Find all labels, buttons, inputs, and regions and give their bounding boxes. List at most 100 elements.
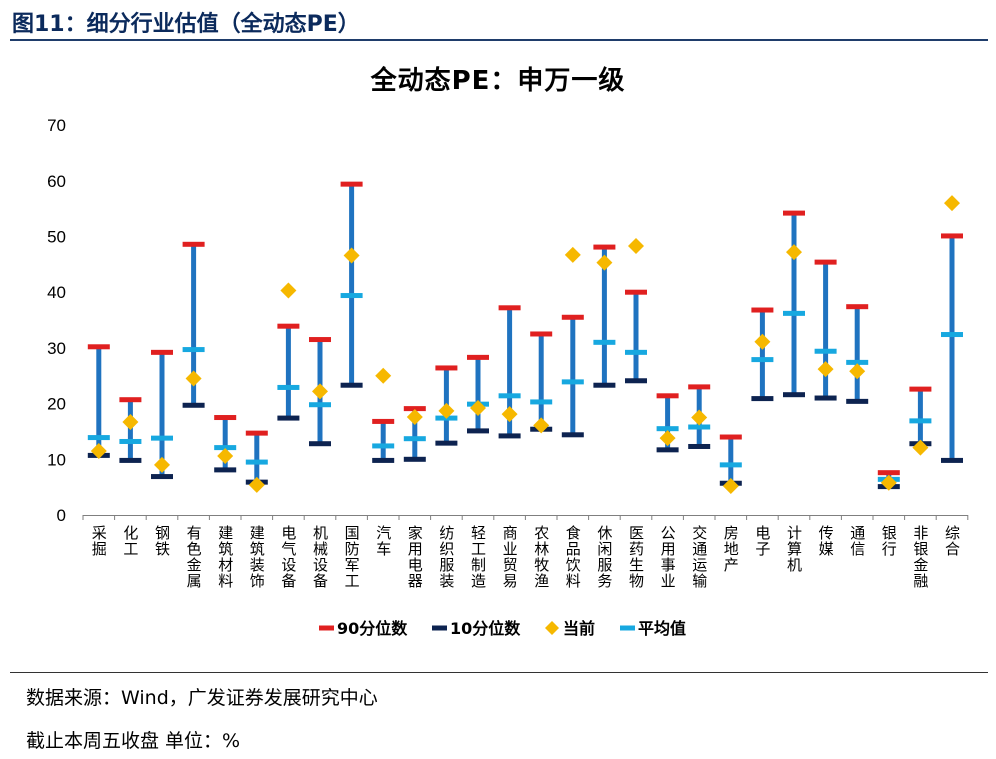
- mean-marker: [530, 399, 553, 405]
- current-marker: [944, 195, 960, 212]
- p10-marker: [340, 382, 363, 388]
- mean-marker: [688, 424, 711, 430]
- p90-marker: [751, 307, 774, 313]
- current-marker: [722, 478, 739, 495]
- p90-marker: [182, 241, 205, 247]
- y-tick-label: 10: [47, 450, 66, 469]
- y-tick-label: 0: [57, 506, 66, 525]
- legend-label: 平均值: [638, 619, 686, 638]
- mean-marker: [625, 349, 647, 355]
- current-marker: [691, 409, 708, 426]
- p90-marker: [87, 344, 110, 350]
- mean-marker: [309, 402, 331, 408]
- current-marker: [154, 456, 170, 473]
- p10-marker: [688, 443, 711, 449]
- p10-marker: [182, 402, 205, 408]
- p10-marker: [498, 433, 521, 439]
- p90-marker: [783, 210, 805, 216]
- current-marker: [659, 430, 676, 447]
- p10-marker: [309, 441, 331, 447]
- p10-marker: [435, 440, 458, 446]
- mean-marker: [245, 459, 268, 465]
- x-category-label: 汽车: [374, 525, 392, 557]
- p90-marker: [530, 331, 553, 337]
- x-category-label: 有色金属: [185, 525, 203, 589]
- legend-swatch: [545, 621, 559, 635]
- footer-divider: [10, 672, 988, 673]
- p10-marker: [403, 456, 426, 462]
- x-category-label: 纺织服装: [437, 525, 455, 589]
- x-category-label: 采掘: [90, 525, 108, 557]
- x-category-label: 建筑装饰: [248, 525, 266, 589]
- p10-marker: [593, 382, 616, 388]
- p10-marker: [467, 428, 489, 434]
- p90-marker: [941, 233, 963, 239]
- x-category-label: 商业贸易: [501, 525, 519, 589]
- current-marker: [248, 476, 265, 493]
- x-category-label: 农林牧渔: [532, 525, 550, 589]
- mean-marker: [403, 436, 426, 442]
- legend-swatch: [319, 625, 334, 631]
- x-category-label: 通信: [848, 525, 866, 557]
- mean-marker: [846, 359, 869, 365]
- current-marker: [185, 370, 202, 387]
- mean-marker: [814, 348, 837, 354]
- x-category-label: 医药生物: [627, 525, 645, 589]
- current-marker: [280, 282, 297, 299]
- y-tick-label: 60: [47, 172, 66, 191]
- x-category-label: 家用电器: [406, 525, 424, 589]
- p10-marker: [214, 467, 237, 473]
- mean-marker: [277, 384, 300, 390]
- current-marker: [817, 361, 834, 378]
- p10-marker: [814, 395, 837, 401]
- current-marker: [596, 254, 613, 271]
- current-marker: [880, 474, 897, 491]
- p10-marker: [941, 457, 963, 463]
- mean-marker: [372, 443, 395, 449]
- p90-marker: [498, 305, 521, 311]
- x-category-label: 建筑材料: [216, 525, 234, 589]
- mean-marker: [941, 332, 963, 338]
- p90-marker: [403, 406, 426, 412]
- p90-marker: [877, 470, 900, 476]
- p90-marker: [467, 354, 489, 360]
- y-tick-label: 50: [47, 228, 66, 247]
- current-marker: [90, 442, 107, 459]
- current-marker: [564, 246, 581, 263]
- p90-marker: [846, 304, 869, 310]
- p90-marker: [245, 430, 268, 436]
- current-marker: [754, 333, 771, 350]
- current-marker: [438, 402, 455, 419]
- current-marker: [470, 400, 486, 417]
- current-marker: [912, 439, 929, 456]
- mean-marker: [656, 426, 679, 432]
- mean-marker: [119, 438, 142, 444]
- legend-label: 10分位数: [450, 619, 521, 638]
- current-marker: [786, 244, 802, 261]
- p90-marker: [277, 323, 300, 329]
- p90-marker: [625, 289, 647, 295]
- p10-marker: [625, 378, 647, 384]
- x-category-label: 化工: [121, 525, 139, 557]
- mean-marker: [498, 393, 521, 399]
- p10-marker: [561, 432, 584, 438]
- p90-marker: [656, 393, 679, 399]
- mean-marker: [214, 445, 237, 451]
- current-marker: [628, 237, 644, 254]
- p90-marker: [688, 384, 711, 390]
- x-category-label: 传媒: [817, 525, 835, 557]
- current-marker: [501, 406, 518, 423]
- legend-swatch: [432, 625, 447, 631]
- x-category-label: 轻工制造: [469, 525, 487, 589]
- x-category-label: 电子: [753, 525, 771, 557]
- current-marker: [406, 408, 423, 425]
- mean-marker: [751, 357, 774, 363]
- x-category-label: 电气设备: [279, 525, 297, 589]
- legend-label: 90分位数: [337, 619, 408, 638]
- current-marker: [849, 363, 866, 380]
- y-tick-label: 30: [47, 339, 66, 358]
- current-marker: [217, 447, 234, 464]
- p90-marker: [561, 314, 584, 320]
- x-category-label: 综合: [943, 525, 961, 557]
- current-marker: [533, 417, 550, 434]
